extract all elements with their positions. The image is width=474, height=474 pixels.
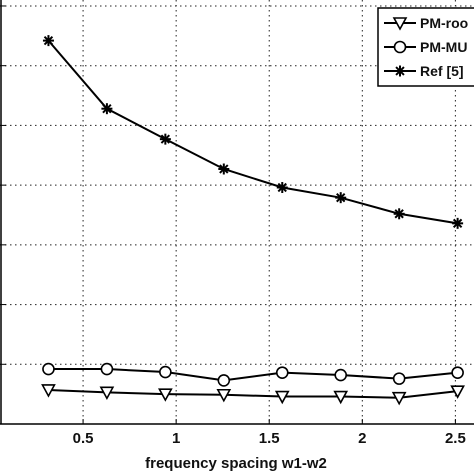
data-point-s2-3 [218,163,230,175]
legend-marker-2 [394,65,406,77]
data-point-s2-4 [276,182,288,194]
data-point-s1-2 [159,365,172,379]
data-point-s1-0 [42,362,55,376]
data-point-s2-2 [159,133,171,145]
tick-labels: 0.5 1 1.5 2 2.5 [73,430,466,447]
data-point-s0-6 [391,391,407,406]
data-point-s0-4 [274,390,290,405]
data-point-s2-5 [335,192,347,204]
data-point-s1-5 [334,368,348,382]
data-point-s0-7 [450,385,465,399]
axes-layer [0,0,474,425]
x-tick-label: 1.5 [259,430,280,447]
legend-label: PM-MU [420,39,467,55]
legend-label: PM-roo [420,15,468,31]
x-tick-label: 2 [358,430,366,447]
legend-label: Ref [5] [420,63,464,79]
data-point-s0-1 [99,386,115,401]
data-point-s1-6 [392,372,406,385]
x-tick-label: 0.5 [73,430,94,447]
data-point-s1-1 [100,362,114,376]
data-point-s2-1 [101,103,113,115]
data-point-s0-0 [41,384,56,398]
series-layer [41,35,465,406]
data-point-s1-4 [275,366,289,379]
x-tick-label: 1 [172,430,180,447]
data-point-s0-2 [158,388,173,402]
legend: PM-roo PM-MU Ref [5] [377,7,474,87]
data-point-s2-0 [42,35,54,47]
data-point-s0-5 [333,390,349,405]
legend-marker-1 [393,40,407,54]
series-line-0 [48,388,458,399]
data-point-s1-3 [217,374,231,387]
data-point-s1-7 [451,366,464,379]
data-point-s2-7 [452,217,464,229]
data-point-s2-6 [393,208,405,220]
data-point-s0-3 [216,388,232,403]
x-tick-label: 2.5 [445,430,466,447]
x-axis-title: frequency spacing w1-w2 [145,455,327,472]
series-line-2 [47,39,458,225]
series-line-1 [48,368,458,382]
legend-marker-0 [392,17,408,31]
